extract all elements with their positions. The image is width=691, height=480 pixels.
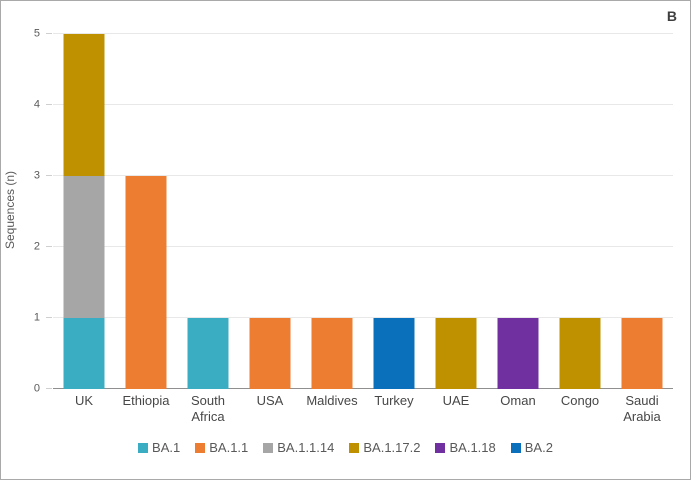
y-tick-mark <box>46 317 52 318</box>
panel-label: B <box>666 8 677 24</box>
bar-segment-ba-1-1 <box>621 318 663 389</box>
x-category-label: Oman <box>500 393 536 408</box>
legend-item-ba-1-18: BA.1.18 <box>435 440 496 455</box>
x-category-label: Congo <box>560 393 600 408</box>
bar-usa <box>249 34 291 389</box>
y-tick-label: 5 <box>33 27 40 40</box>
legend-swatch-icon <box>510 442 521 453</box>
y-tick-mark <box>46 33 52 34</box>
bar-segment-ba-1 <box>187 318 229 389</box>
bar-segment-ba-2 <box>373 318 415 389</box>
bar-segment-ba-1-1-14 <box>63 176 105 318</box>
bar-saudi-arabia <box>621 34 663 389</box>
legend: BA.1 BA.1.1 BA.1.1.14 BA.1.17.2 BA.1.18 BA.2 <box>1 441 690 454</box>
legend-swatch-icon <box>195 442 206 453</box>
x-axis-labels: UK Ethiopia South Africa USA Maldives Turkey U… <box>53 393 673 427</box>
bar-segment-ba-1-17-2 <box>435 318 477 389</box>
bar-segment-ba-1-18 <box>497 318 539 389</box>
y-tick-mark <box>46 246 52 247</box>
legend-label: BA.1.17.2 <box>363 440 421 455</box>
bar-segment-ba-1 <box>63 318 105 389</box>
x-category-label: UAE <box>442 393 470 408</box>
bar-segment-ba-1-17-2 <box>559 318 601 389</box>
legend-item-ba-2: BA.2 <box>510 440 553 455</box>
bar-turkey <box>373 34 415 389</box>
legend-label: BA.1.18 <box>449 440 496 455</box>
x-category-label: Saudi Arabia <box>623 393 661 425</box>
legend-item-ba-1-17-2: BA.1.17.2 <box>349 441 420 454</box>
legend-swatch-icon <box>349 442 360 453</box>
legend-item-ba-1-1-14: BA.1.1.14 <box>263 441 334 454</box>
legend-label: BA.1.1 <box>209 440 249 455</box>
x-axis-baseline <box>53 388 673 389</box>
bar-congo <box>559 34 601 389</box>
bar-ethiopia <box>125 34 167 389</box>
legend-label: BA.1.1.14 <box>277 440 335 455</box>
bar-segment-ba-1-1 <box>311 318 353 389</box>
y-tick-mark <box>46 104 52 105</box>
legend-swatch-icon <box>263 442 274 453</box>
y-axis-title: Sequences (n) <box>3 170 17 250</box>
x-category-label: Maldives <box>306 393 358 408</box>
x-category-label: South Africa <box>191 393 225 425</box>
x-category-label: Turkey <box>374 393 414 408</box>
bar-segment-ba-1-1 <box>125 176 167 389</box>
bar-oman <box>497 34 539 389</box>
y-tick-label: 3 <box>33 169 40 182</box>
y-tick-label: 4 <box>33 98 40 111</box>
gridline <box>53 104 673 105</box>
y-tick-label: 0 <box>33 382 40 395</box>
bar-segment-ba-1-1 <box>249 318 291 389</box>
bar-south-africa <box>187 34 229 389</box>
legend-item-ba-1: BA.1 <box>138 441 180 454</box>
x-category-label: UK <box>74 393 94 408</box>
legend-label: BA.1 <box>152 440 181 455</box>
gridline <box>53 175 673 176</box>
y-tick-label: 1 <box>33 311 40 324</box>
gridline <box>53 246 673 247</box>
plot-area: 0 1 2 3 4 5 <box>34 28 673 394</box>
gridline <box>53 33 673 34</box>
bar-segment-ba-1-17-2 <box>63 34 105 176</box>
gridline <box>53 317 673 318</box>
x-category-label: USA <box>256 393 284 408</box>
legend-swatch-icon <box>138 442 149 453</box>
y-tick-mark <box>46 175 52 176</box>
y-tick-label: 2 <box>33 240 40 253</box>
legend-item-ba-1-1: BA.1.1 <box>195 441 248 454</box>
bar-uk <box>63 34 105 389</box>
x-category-label: Ethiopia <box>122 393 170 408</box>
bar-maldives <box>311 34 353 389</box>
y-tick-mark <box>46 388 52 389</box>
legend-label: BA.2 <box>524 440 553 455</box>
bar-uae <box>435 34 477 389</box>
legend-swatch-icon <box>435 442 446 453</box>
